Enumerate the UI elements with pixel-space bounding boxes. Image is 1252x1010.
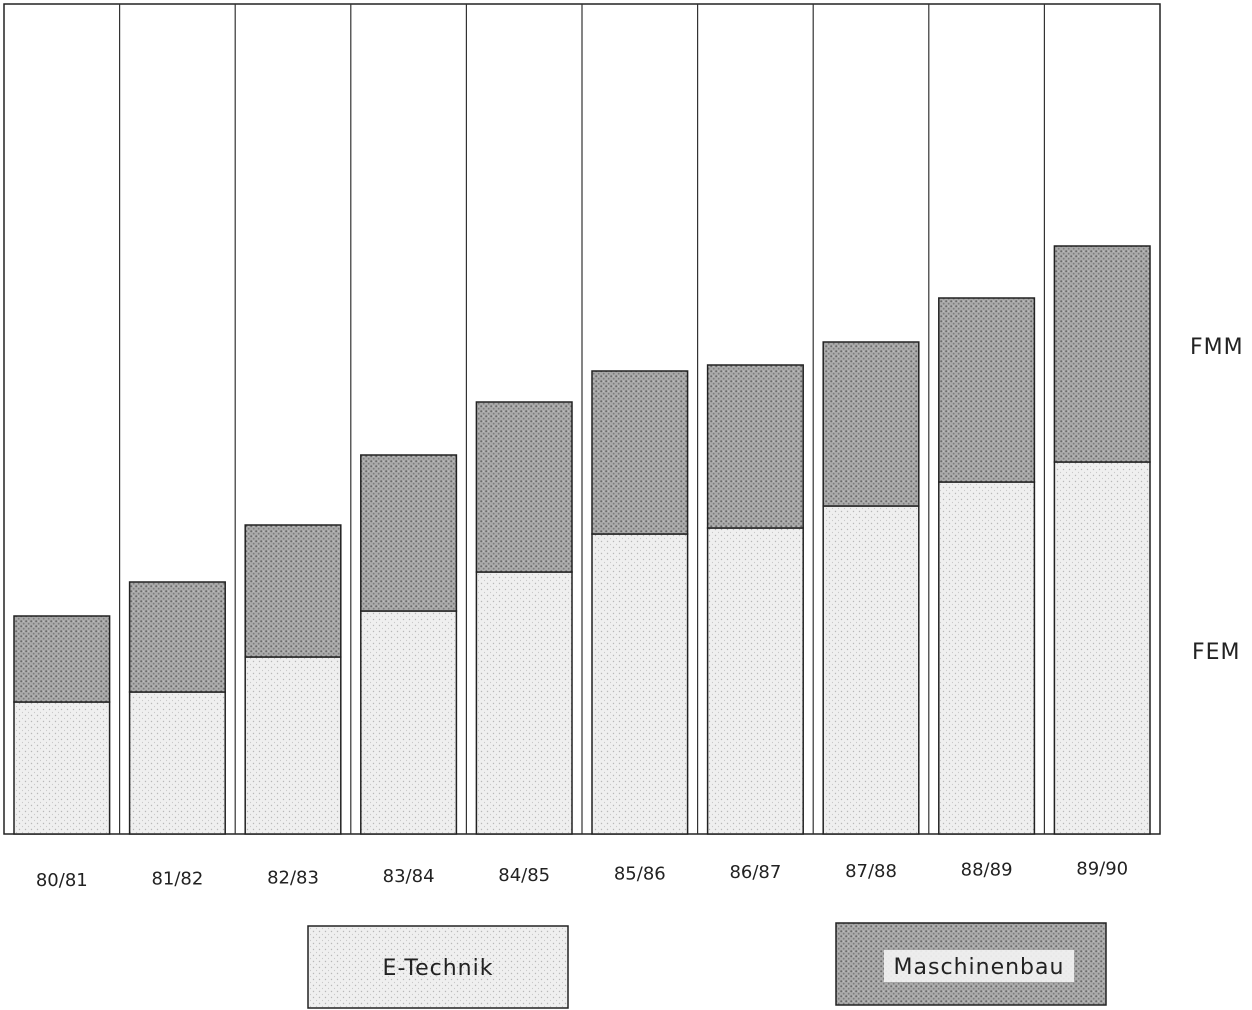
bar-e-technik-81-82 bbox=[128, 691, 226, 835]
bar-maschinenbau-85-86 bbox=[591, 370, 689, 535]
legend-label-maschinenbau: Maschinenbau bbox=[894, 955, 1065, 980]
bar-e-technik-89-90 bbox=[1053, 461, 1151, 835]
side-label-fem: FEM bbox=[1192, 640, 1241, 665]
x-tick-label: 82/83 bbox=[267, 867, 319, 888]
x-tick-label: 87/88 bbox=[845, 861, 897, 882]
x-tick-label: 83/84 bbox=[383, 866, 435, 887]
bar-maschinenbau-89-90 bbox=[1053, 245, 1151, 463]
x-tick-label: 81/82 bbox=[151, 869, 203, 890]
bar-e-technik-83-84 bbox=[360, 610, 458, 835]
bar-e-technik-86-87 bbox=[706, 527, 804, 835]
bar-e-technik-87-88 bbox=[822, 505, 920, 835]
legend-label-e-technik: E-Technik bbox=[383, 956, 494, 981]
x-tick-label: 85/86 bbox=[614, 864, 666, 885]
bar-e-technik-84-85 bbox=[475, 571, 573, 835]
bar-maschinenbau-83-84 bbox=[360, 454, 458, 612]
x-tick-label: 89/90 bbox=[1076, 858, 1128, 879]
x-tick-label: 80/81 bbox=[36, 870, 88, 891]
bar-maschinenbau-84-85 bbox=[475, 401, 573, 573]
bar-maschinenbau-88-89 bbox=[938, 297, 1036, 483]
bar-layer bbox=[13, 245, 1151, 835]
bar-maschinenbau-80-81 bbox=[13, 615, 111, 703]
x-tick-label: 88/89 bbox=[961, 860, 1013, 881]
vertical-gridlines bbox=[118, 4, 1046, 834]
bar-maschinenbau-81-82 bbox=[128, 581, 226, 693]
bar-e-technik-85-86 bbox=[591, 533, 689, 835]
legend: E-Technik Maschinenbau bbox=[307, 922, 1107, 1009]
bar-maschinenbau-82-83 bbox=[244, 524, 342, 658]
x-tick-labels: 80/81 81/82 82/83 83/84 84/85 85/86 86/87 87/88… bbox=[36, 858, 1128, 891]
legend-swatch-e-technik bbox=[307, 925, 569, 1009]
bar-maschinenbau-86-87 bbox=[706, 364, 804, 529]
legend-label-bg bbox=[884, 950, 1074, 982]
bar-e-technik-82-83 bbox=[244, 656, 342, 835]
bar-e-technik-88-89 bbox=[938, 481, 1036, 835]
bar-e-technik-80-81 bbox=[13, 701, 111, 835]
side-label-fmm: FMM bbox=[1190, 335, 1244, 360]
x-tick-label: 86/87 bbox=[729, 862, 781, 883]
bar-maschinenbau-87-88 bbox=[822, 341, 920, 507]
x-tick-label: 84/85 bbox=[498, 865, 550, 886]
